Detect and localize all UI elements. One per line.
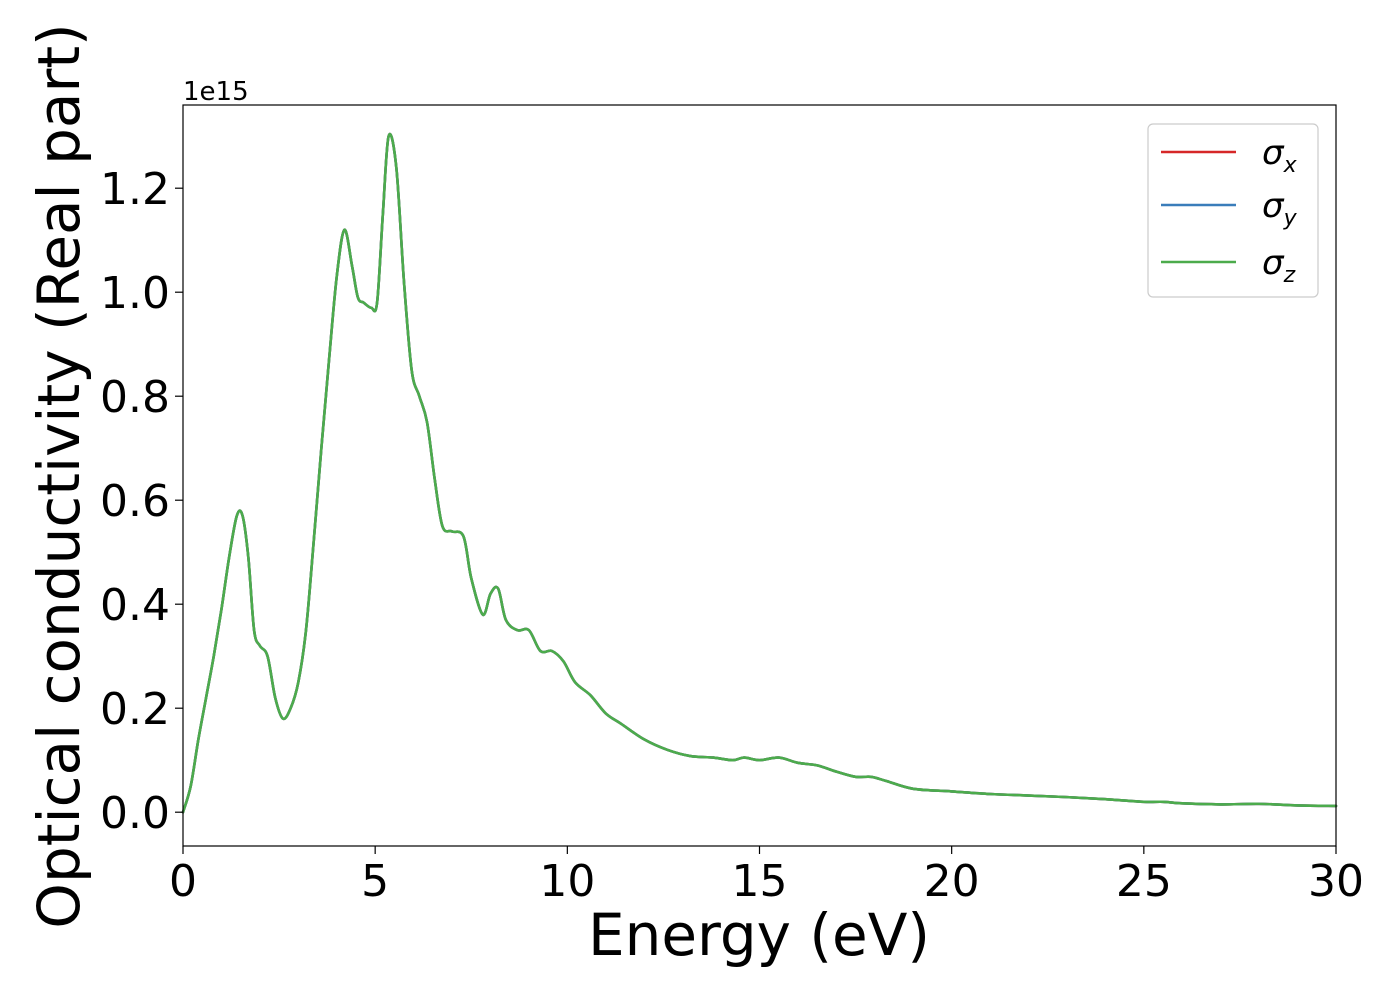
legend-entries: σx σy σz [1161, 133, 1298, 288]
legend-frame [1147, 123, 1319, 298]
axis-ticks: 0 5 10 15 20 25 30 0.0 0.2 0.4 0.6 0.8 1.0 1.2 [100, 164, 1364, 907]
plot-frame [182, 104, 1337, 847]
x-tick-label: 25 [1116, 856, 1172, 907]
legend-label-sigma-z: σz [1262, 243, 1296, 288]
legend: σx σy σz [1147, 123, 1319, 298]
plot-area [183, 105, 1336, 846]
x-tick-label: 20 [924, 856, 980, 907]
y-tick-label: 0.8 [100, 372, 170, 423]
y-tick-label: 1.0 [100, 268, 170, 319]
y-tick-label: 0.4 [100, 580, 170, 631]
y-tick-label: 0.0 [100, 788, 170, 839]
x-tick-label: 0 [169, 856, 197, 907]
series-lines [181, 133, 1338, 814]
series-line-sigma-z [181, 133, 1338, 814]
y-tick-label: 1.2 [100, 164, 170, 215]
x-tick-label: 30 [1308, 856, 1364, 907]
x-tick-label: 15 [732, 856, 788, 907]
legend-label-sigma-y: σy [1262, 186, 1298, 231]
y-tick-label: 0.6 [100, 476, 170, 527]
legend-label-sigma-x: σx [1262, 133, 1298, 178]
y-offset-text: 1e15 [183, 77, 249, 107]
y-axis-title: Optical conductivity (Real part) [25, 23, 93, 928]
x-axis-title: Energy (eV) [588, 901, 930, 969]
x-tick-label: 10 [539, 856, 595, 907]
y-tick-label: 0.2 [100, 684, 170, 735]
x-tick-label: 5 [361, 856, 389, 907]
